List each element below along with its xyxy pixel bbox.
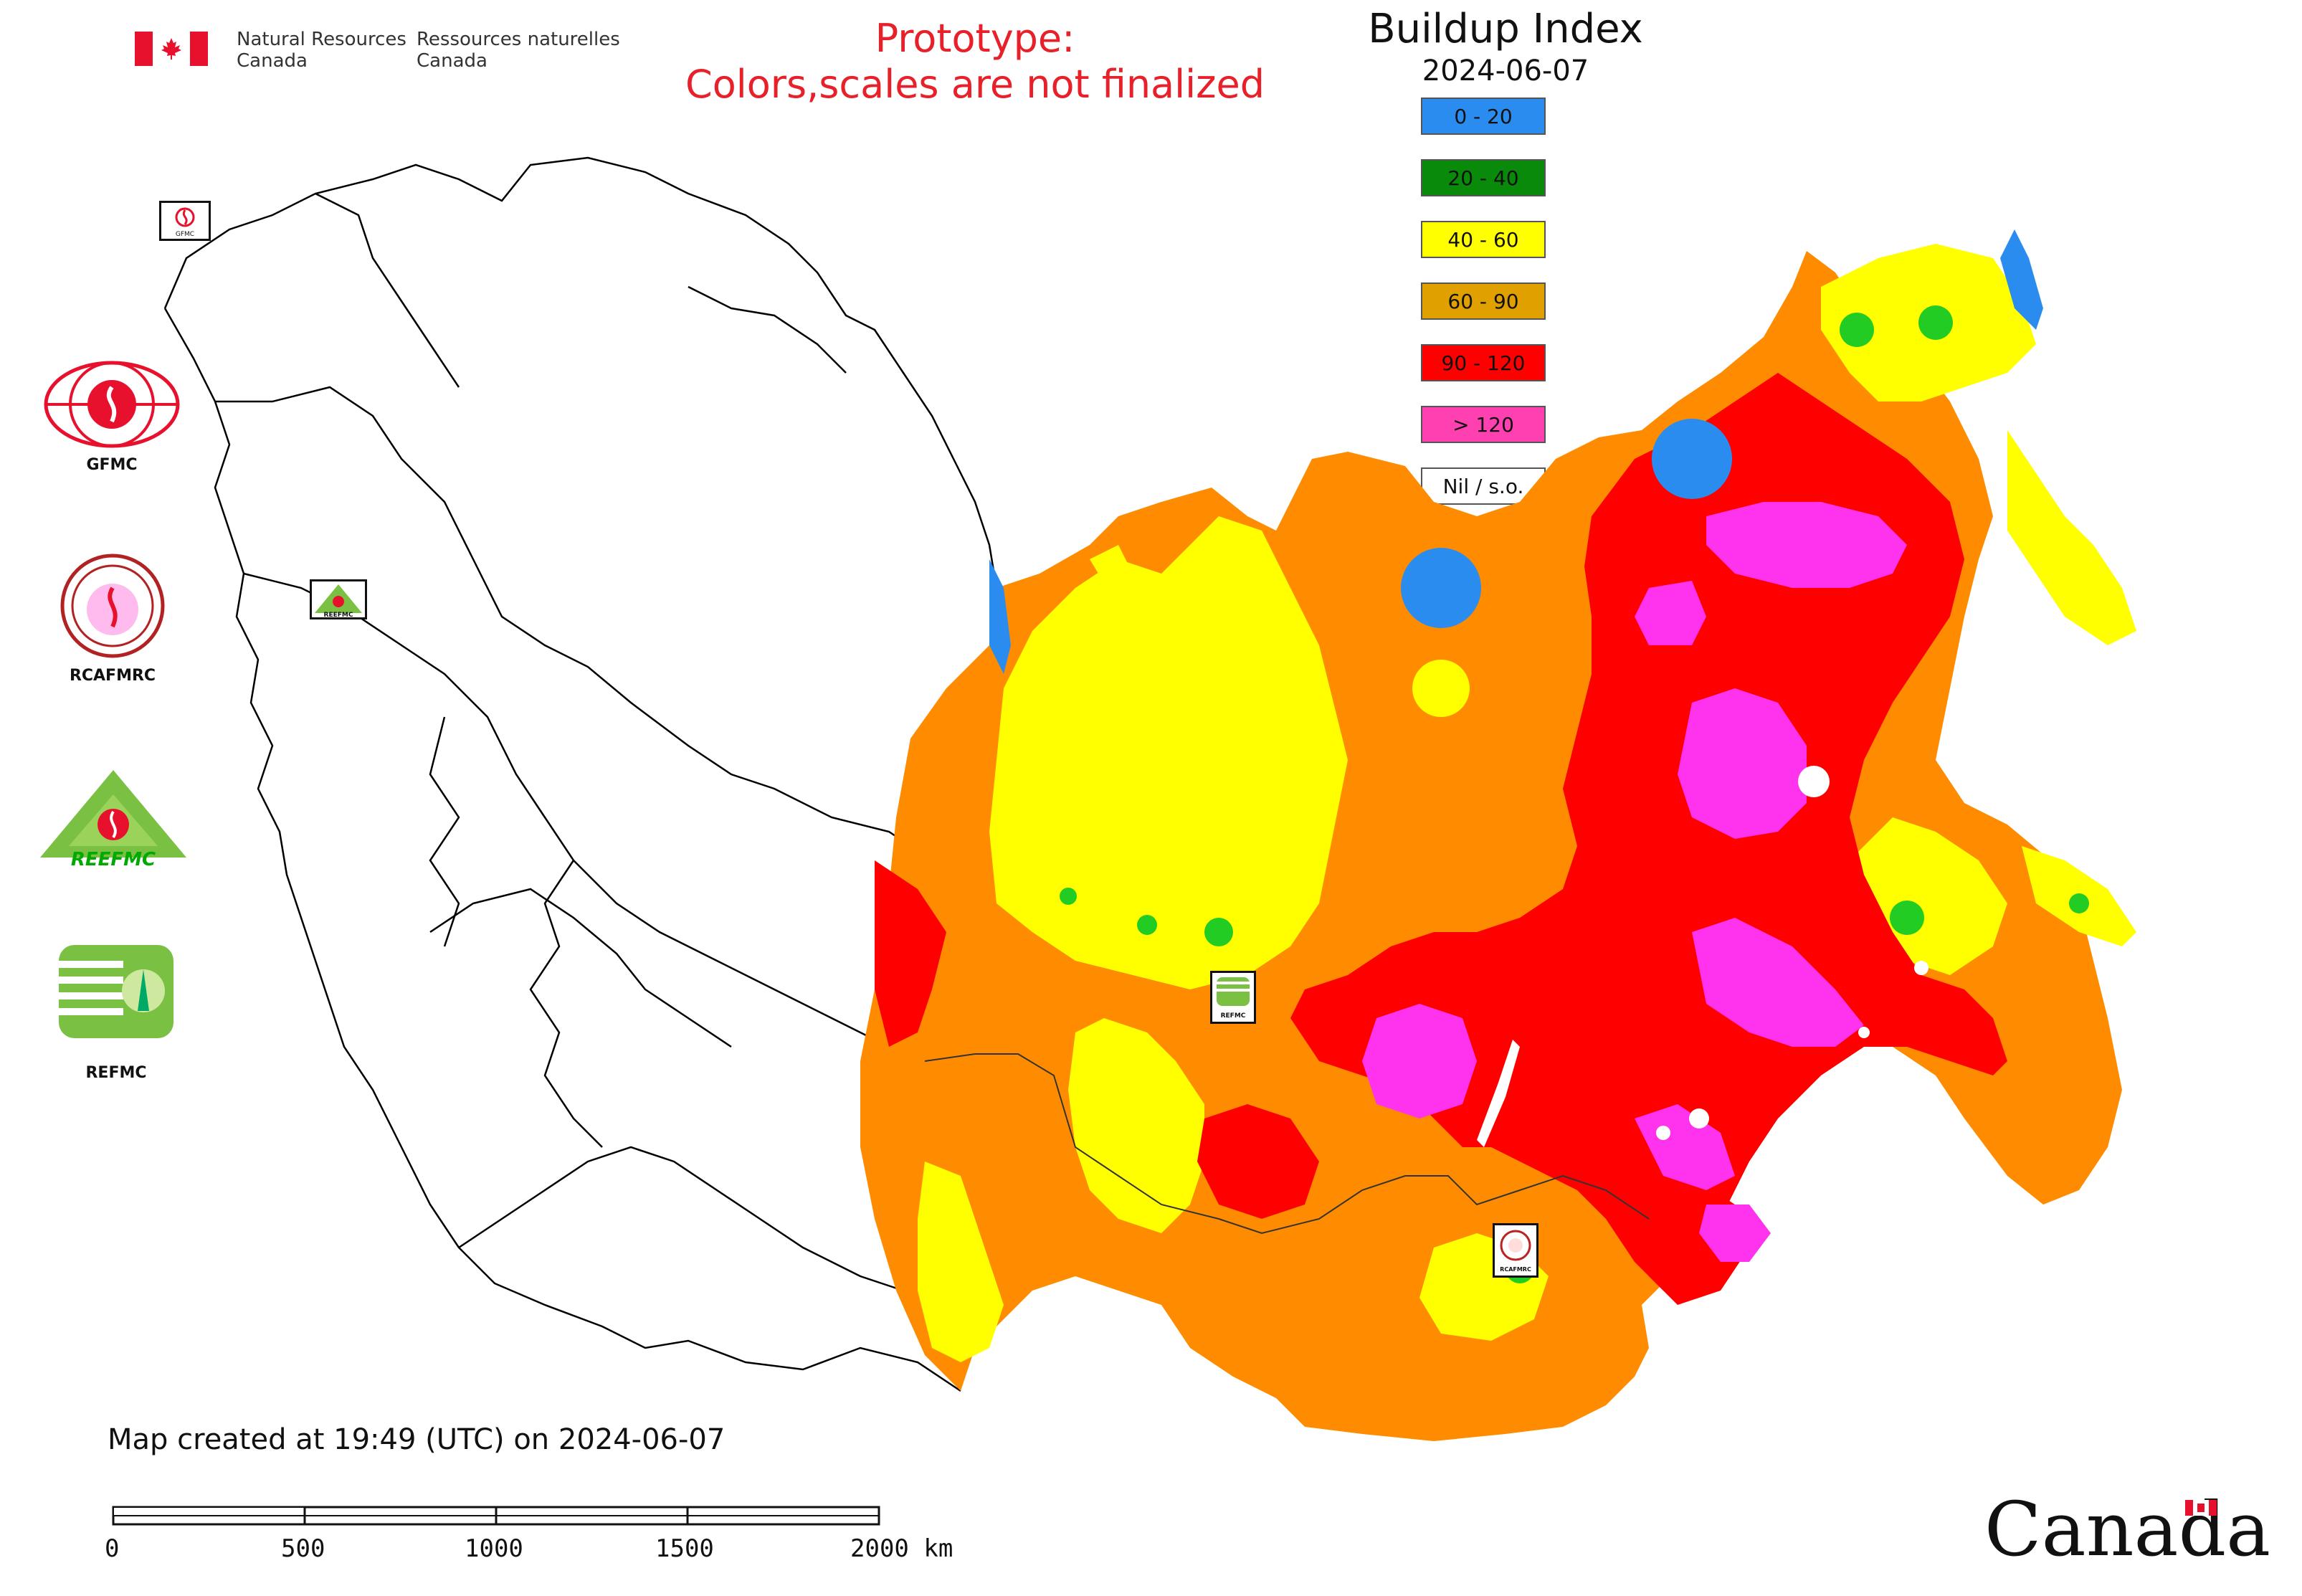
canada-wordmark: Canada [1984, 1486, 2271, 1573]
scale-label: 1000 [465, 1534, 523, 1563]
gov-name-fr: Ressources naturelles Canada [417, 29, 620, 72]
map-credit: Map created at 19:49 (UTC) on 2024-06-07 [108, 1423, 726, 1456]
wordmark-flag-icon [2185, 1500, 2217, 1516]
reefmc-logo-icon [40, 770, 186, 858]
rcafmrc-logo-label: RCAFMRC [69, 667, 156, 685]
bui-40-60-regions [918, 244, 2136, 1362]
refmc-map-logo-icon: REFMC [1210, 971, 1256, 1024]
reefmc-logo-label: REEFMC [70, 849, 156, 870]
legend-item: Nil / s.o. [1421, 467, 1546, 505]
rcafmrc-logo-icon [60, 554, 165, 658]
refmc-logo-label: REFMC [85, 1064, 147, 1082]
legend-item: 40 - 60 [1421, 221, 1546, 258]
scale-label: 1500 [655, 1534, 714, 1563]
legend-item: > 120 [1421, 406, 1546, 443]
svg-text:RCAFMRC: RCAFMRC [1500, 1266, 1531, 1273]
legend-item: 0 - 20 [1421, 98, 1546, 135]
rcafmrc-map-logo-icon: RCAFMRC [1493, 1223, 1538, 1278]
canada-flag-icon [135, 32, 208, 66]
gfmc-map-logo-icon: GFMC [159, 201, 211, 241]
svg-text:GFMC: GFMC [176, 231, 194, 238]
gfmc-logo-icon [44, 361, 180, 448]
scale-label: 0 [105, 1534, 120, 1563]
svg-text:REEFMC: REEFMC [324, 612, 353, 617]
refmc-logo-icon [59, 945, 173, 1038]
legend-item: 90 - 120 [1421, 344, 1546, 381]
gfmc-logo-label: GFMC [86, 456, 138, 474]
admin-borders [924, 1053, 1650, 1235]
legend-item: 60 - 90 [1421, 282, 1546, 320]
scale-label: 500 [281, 1534, 325, 1563]
legend-title: Buildup Index [1368, 6, 1643, 52]
nil-spots [1477, 766, 1928, 1147]
bui-gt-120-regions [1362, 502, 1907, 1262]
basemap-outlines [163, 156, 998, 1392]
gov-name-en: Natural Resources Canada [237, 29, 406, 72]
legend-item: 20 - 40 [1421, 159, 1546, 196]
prototype-notice: Prototype: Colors,scales are not finaliz… [685, 16, 1265, 107]
svg-text:REFMC: REFMC [1221, 1012, 1246, 1020]
scale-bar [112, 1506, 880, 1526]
scale-label: 2000 km [850, 1534, 953, 1563]
reefmc-map-logo-icon: REEFMC [310, 579, 367, 619]
legend-date: 2024-06-07 [1422, 54, 1589, 87]
bui-0-20-regions [989, 229, 2043, 674]
